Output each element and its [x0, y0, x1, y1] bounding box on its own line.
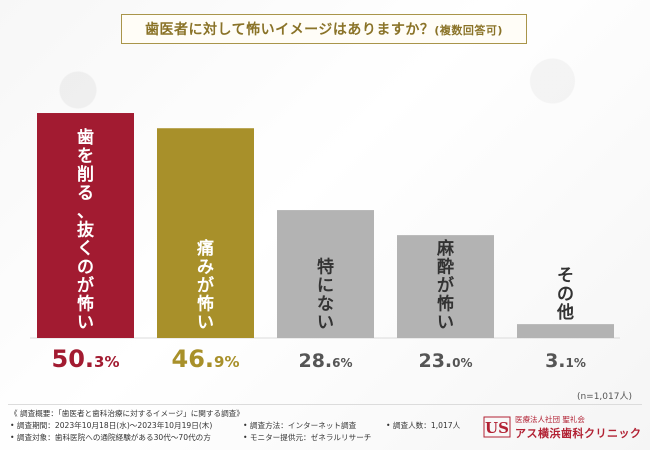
chart-title-suffix: (複数回答可): [434, 24, 503, 37]
footnote-period: • 調査期間：2023年10月18日(水)～2023年10月19日(木): [10, 421, 213, 430]
category-label-4: 麻酔が怖い: [436, 238, 455, 333]
chart-title: 歯医者に対して怖いイメージはありますか？(複数回答可): [145, 19, 503, 39]
bar-chart: 歯を削る、抜くのが怖い 50.3% 痛みが怖い 46.9% 特にない 28.6% 麻酔が怖い…: [30, 113, 620, 373]
value-label-1: 50.3%: [52, 345, 120, 373]
value-label-3: 28.6%: [298, 350, 352, 372]
value-label-2: 46.9%: [172, 345, 240, 373]
clinic-logo-mark-text: US: [485, 419, 509, 437]
chart-title-box: 歯医者に対して怖いイメージはありますか？(複数回答可): [121, 14, 527, 44]
footnote-target: • 調査対象：歯科医院への通院経験がある30代～70代の方: [10, 433, 211, 442]
value-label-4: 23.0%: [418, 350, 472, 372]
footnote-count: • 調査人数：1,017人: [386, 421, 461, 430]
bar-1: [37, 113, 134, 338]
bar-4: [397, 235, 494, 338]
footnote-provider: • モニター提供元：ゼネラルリサーチ: [243, 433, 372, 442]
clinic-logo: US 医療法人社団 聖礼会 アス横浜歯科クリニック: [483, 414, 643, 442]
chart-title-main: 歯医者に対して怖いイメージはありますか？: [145, 22, 435, 38]
bar-5: [517, 324, 614, 338]
category-label-3: 特にない: [317, 257, 334, 334]
clinic-org-name: 医療法人社団 聖礼会: [515, 415, 585, 424]
bar-2: [157, 128, 254, 338]
category-label-1: 歯を削る、抜くのが怖い: [77, 127, 95, 333]
value-label-5: 3.1%: [545, 350, 586, 372]
clinic-name: アス横浜歯科クリニック: [515, 427, 642, 440]
clinic-logo-mark: US: [483, 416, 511, 438]
footnote-method: • 調査方法：インターネット調査: [243, 421, 357, 430]
category-label-5: その他: [556, 266, 574, 323]
footer-divider: [8, 404, 642, 405]
category-label-2: 痛みが怖い: [197, 238, 214, 333]
sample-size-note: (n=1,017人): [576, 392, 632, 402]
bar-3: [277, 210, 374, 338]
footnote-summary: 《 調査概要：「歯医者と歯科治療に対するイメージ」に関する調査》: [10, 409, 244, 418]
